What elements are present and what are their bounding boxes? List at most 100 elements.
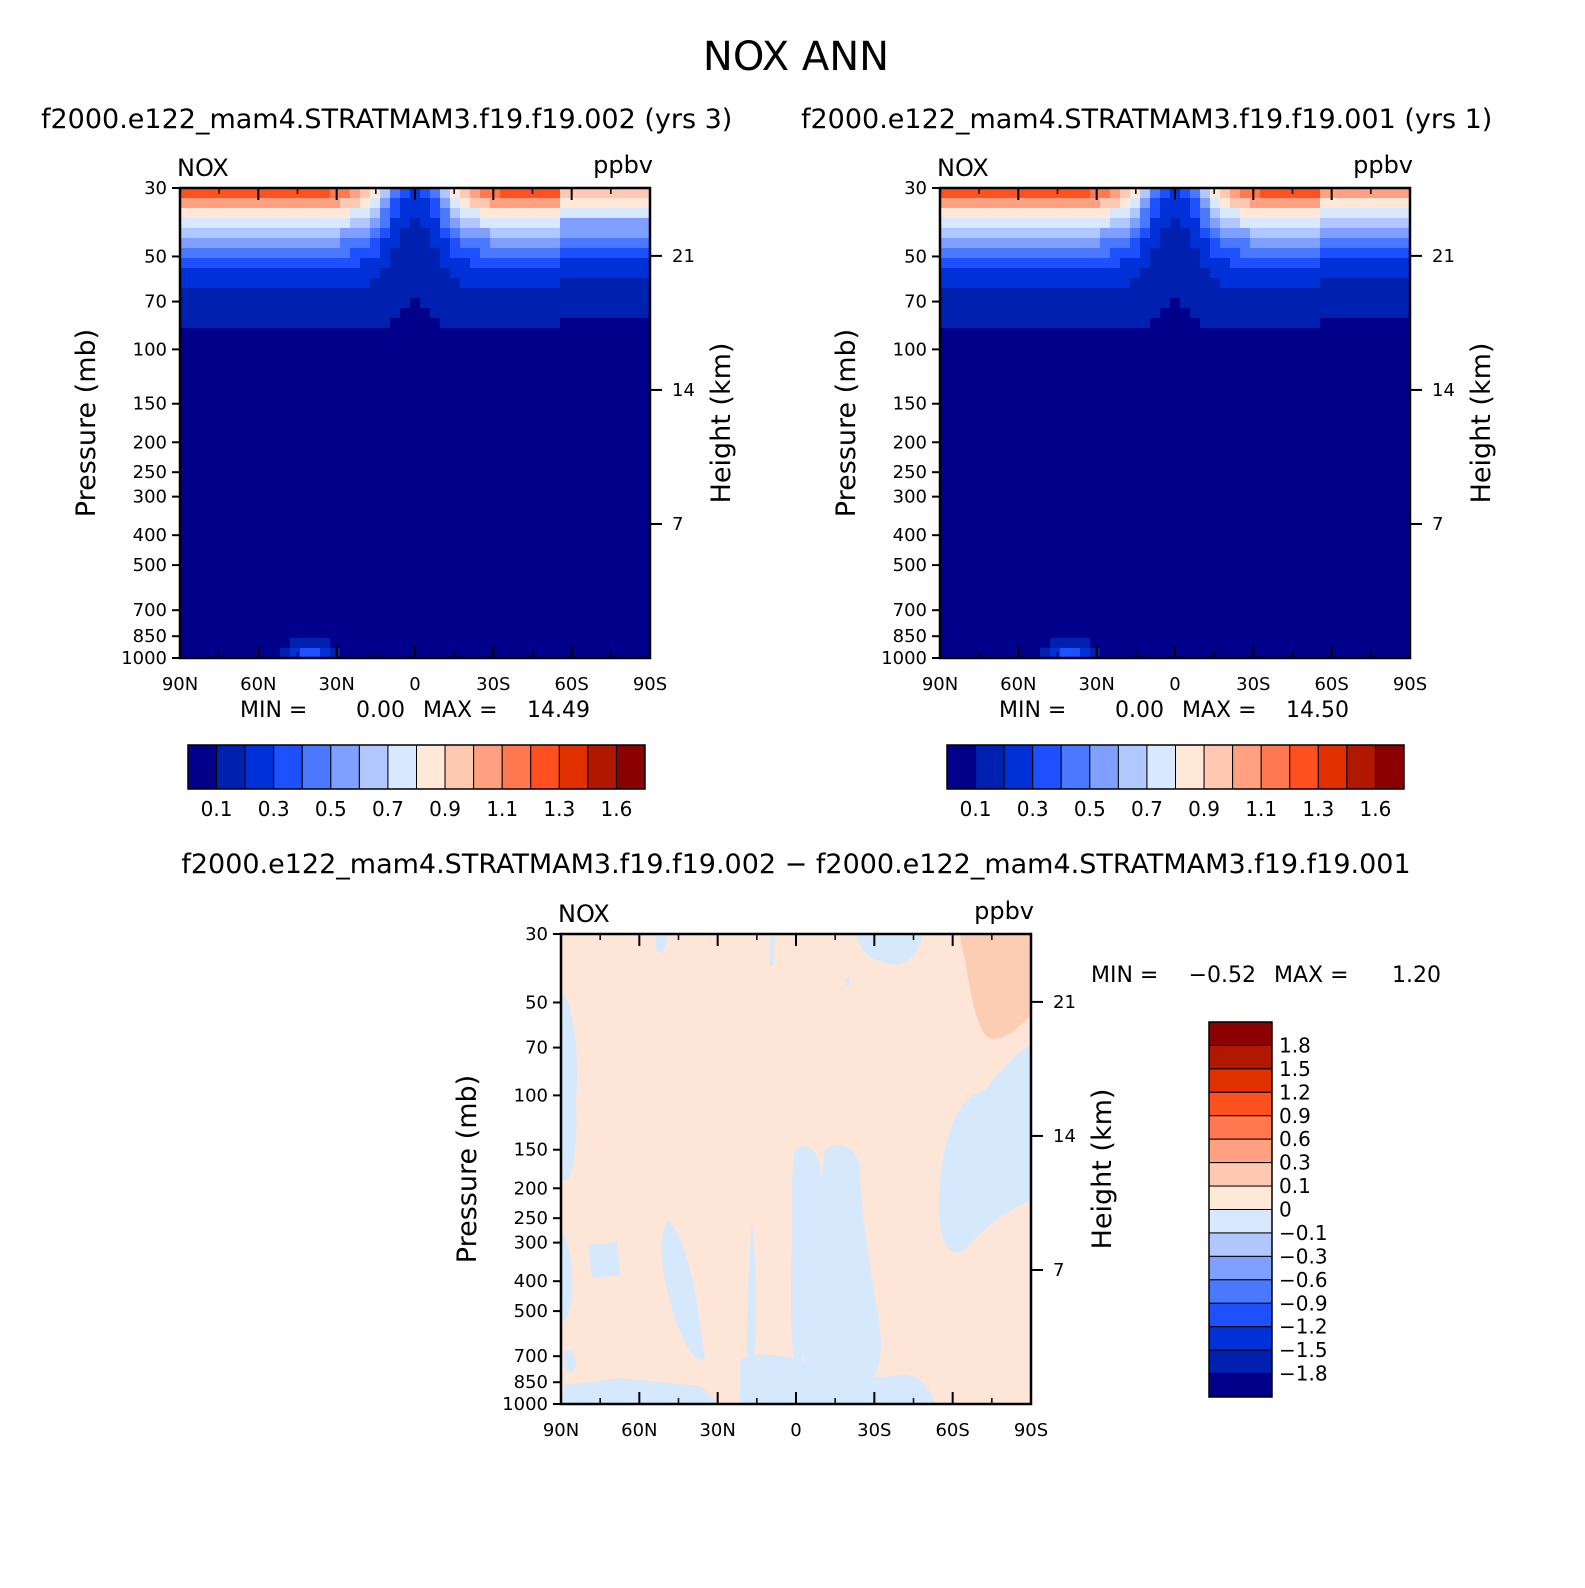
contour-cell bbox=[180, 458, 191, 469]
contour-cell bbox=[1330, 488, 1341, 499]
contour-cell bbox=[1190, 378, 1201, 389]
contour-cell bbox=[510, 498, 521, 509]
contour-cell bbox=[1310, 398, 1321, 409]
contour-cell bbox=[1140, 588, 1151, 599]
contour-cell bbox=[550, 508, 561, 519]
contour-cell bbox=[1070, 288, 1081, 299]
contour-cell bbox=[310, 338, 321, 349]
contour-cell bbox=[1010, 188, 1021, 199]
contour-cell bbox=[1340, 598, 1351, 609]
contour-cell bbox=[1350, 638, 1361, 649]
x-tick-label: 90S bbox=[633, 674, 667, 695]
colorbar-label: −1.2 bbox=[1279, 1315, 1328, 1339]
y-tick-label: 150 bbox=[514, 1140, 548, 1161]
contour-cell bbox=[1110, 298, 1121, 309]
contour-cell bbox=[330, 468, 341, 479]
contour-cell bbox=[960, 388, 971, 399]
contour-cell bbox=[1320, 328, 1331, 339]
contour-cell bbox=[1060, 478, 1071, 489]
contour-cell bbox=[280, 608, 291, 619]
contour-cell bbox=[1040, 248, 1051, 259]
contour-cell bbox=[1230, 218, 1241, 229]
contour-cell bbox=[390, 318, 401, 329]
contour-cell bbox=[280, 488, 291, 499]
contour-cell bbox=[280, 288, 291, 299]
contour-cell bbox=[1080, 598, 1091, 609]
contour-cell bbox=[1300, 568, 1311, 579]
contour-cell bbox=[440, 428, 451, 439]
contour-cell bbox=[1110, 218, 1121, 229]
contour-cell bbox=[320, 288, 331, 299]
contour-cell bbox=[240, 618, 251, 629]
contour-cell bbox=[1240, 278, 1251, 289]
contour-cell bbox=[1200, 448, 1211, 459]
contour-cell bbox=[1260, 228, 1271, 239]
contour-cell bbox=[1020, 338, 1031, 349]
contour-cell bbox=[310, 238, 321, 249]
contour-cell bbox=[590, 518, 601, 529]
contour-cell bbox=[520, 618, 531, 629]
colorbar-frame bbox=[187, 744, 646, 790]
contour-cell bbox=[200, 558, 211, 569]
contour-cell bbox=[980, 638, 991, 649]
contour-cell bbox=[540, 458, 551, 469]
contour-cell bbox=[270, 508, 281, 519]
contour-cell bbox=[250, 318, 261, 329]
contour-cell bbox=[1390, 588, 1401, 599]
contour-cell bbox=[1190, 568, 1201, 579]
contour-cell bbox=[1370, 518, 1381, 529]
contour-cell bbox=[270, 598, 281, 609]
contour-cell bbox=[1400, 268, 1410, 279]
contour-cell bbox=[600, 208, 611, 219]
contour-cell bbox=[200, 448, 211, 459]
contour-cell bbox=[990, 488, 1001, 499]
contour-cell bbox=[500, 588, 511, 599]
contour-cell bbox=[990, 598, 1001, 609]
contour-cell bbox=[570, 208, 581, 219]
contour-cell bbox=[440, 488, 451, 499]
contour-cell bbox=[1270, 448, 1281, 459]
contour-cell bbox=[1280, 518, 1291, 529]
contour-cell bbox=[510, 248, 521, 259]
contour-cell bbox=[1270, 228, 1281, 239]
contour-cell bbox=[1070, 268, 1081, 279]
contour-cell bbox=[300, 478, 311, 489]
contour-cell bbox=[1070, 628, 1081, 639]
contour-cell bbox=[1230, 418, 1241, 429]
contour-cell bbox=[360, 438, 371, 449]
contour-cell bbox=[460, 528, 471, 539]
contour-cell bbox=[590, 248, 601, 259]
contour-cell bbox=[1230, 368, 1241, 379]
contour-cell bbox=[1270, 508, 1281, 519]
contour-cell bbox=[530, 378, 541, 389]
y-tick-label: 30 bbox=[904, 178, 927, 199]
contour-cell bbox=[560, 418, 571, 429]
contour-cell bbox=[1280, 368, 1291, 379]
colorbar-frame bbox=[1208, 1021, 1273, 1398]
contour-cell bbox=[220, 538, 231, 549]
contour-cell bbox=[1130, 308, 1141, 319]
contour-cell bbox=[250, 618, 261, 629]
contour-cell bbox=[1350, 388, 1361, 399]
contour-cell bbox=[1100, 498, 1111, 509]
contour-cell bbox=[230, 588, 241, 599]
contour-cell bbox=[510, 528, 521, 539]
contour-cell bbox=[350, 488, 361, 499]
contour-cell bbox=[1200, 268, 1211, 279]
contour-cell bbox=[450, 208, 461, 219]
contour-cell bbox=[1010, 258, 1021, 269]
y-tick-label: 50 bbox=[525, 992, 548, 1013]
contour-cell bbox=[430, 398, 441, 409]
contour-cell bbox=[1210, 208, 1221, 219]
contour-cell bbox=[1260, 218, 1271, 229]
contour-cell bbox=[440, 538, 451, 549]
contour-cell bbox=[400, 628, 411, 639]
contour-cell bbox=[1130, 258, 1141, 269]
contour-cell bbox=[630, 408, 641, 419]
units-label: ppbv bbox=[1353, 151, 1413, 179]
contour-cell bbox=[500, 238, 511, 249]
contour-cell bbox=[260, 448, 271, 459]
contour-cell bbox=[580, 288, 591, 299]
contour-cell bbox=[420, 538, 431, 549]
contour-cell bbox=[290, 578, 301, 589]
